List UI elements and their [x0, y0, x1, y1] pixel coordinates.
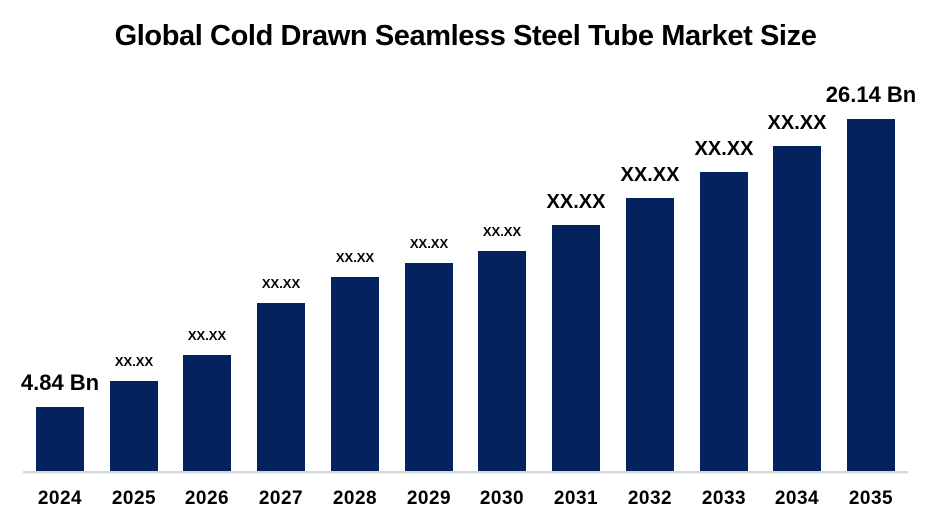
bar-2033 — [700, 172, 748, 471]
x-tick-label: 2032 — [627, 488, 673, 509]
x-tick-label: 2027 — [258, 488, 304, 509]
x-tick-label: 2035 — [848, 488, 894, 509]
x-tick-label: 2026 — [184, 488, 230, 509]
bar-value-label: XX.XX — [482, 224, 522, 239]
bar-value-label: XX.XX — [261, 276, 301, 291]
bar-2029 — [405, 263, 453, 471]
x-tick-label: 2024 — [37, 488, 83, 509]
bar-2028 — [331, 277, 379, 471]
x-tick-label: 2034 — [774, 488, 820, 509]
bar-value-label: XX.XX — [335, 250, 375, 265]
bar-value-label: XX.XX — [620, 164, 680, 186]
bar-value-label: 26.14 Bn — [825, 82, 917, 107]
x-axis-line — [23, 471, 908, 473]
bar-2031 — [552, 225, 600, 471]
bar-2024 — [36, 407, 84, 471]
bar-value-label: XX.XX — [694, 138, 754, 160]
x-tick-label: 2030 — [479, 488, 525, 509]
x-tick-label: 2028 — [332, 488, 378, 509]
bar-2034 — [773, 146, 821, 471]
x-tick-label: 2029 — [406, 488, 452, 509]
bar-value-label: XX.XX — [409, 236, 449, 251]
x-tick-label: 2031 — [553, 488, 599, 509]
bar-2025 — [110, 381, 158, 471]
x-tick-label: 2025 — [111, 488, 157, 509]
bar-value-label: XX.XX — [546, 191, 606, 213]
bar-value-label: 4.84 Bn — [20, 370, 100, 395]
bar-2035 — [847, 119, 895, 471]
chart-title: Global Cold Drawn Seamless Steel Tube Ma… — [114, 20, 817, 52]
bar-value-label: XX.XX — [187, 328, 227, 343]
x-tick-label: 2033 — [701, 488, 747, 509]
bar-value-label: XX.XX — [114, 354, 154, 369]
bar-2030 — [478, 251, 526, 471]
bar-value-label: XX.XX — [767, 112, 827, 134]
bar-2032 — [626, 198, 674, 471]
bar-2027 — [257, 303, 305, 471]
bar-2026 — [183, 355, 231, 471]
